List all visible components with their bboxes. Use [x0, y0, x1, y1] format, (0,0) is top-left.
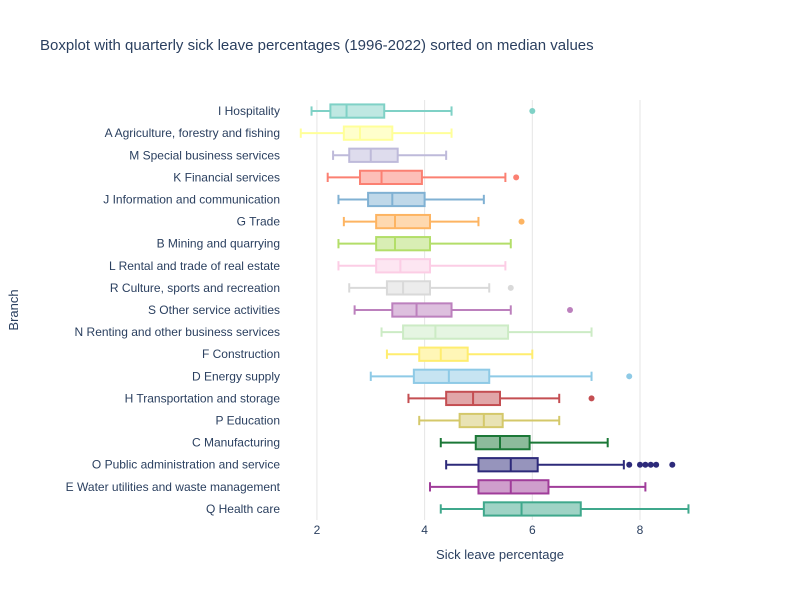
box-iqr — [477, 479, 550, 495]
box-group — [337, 258, 507, 274]
outlier-point — [588, 395, 595, 402]
box-group — [348, 280, 514, 296]
outlier-point — [507, 284, 514, 291]
y-tick-label: Q Health care — [206, 502, 280, 516]
outlier-point — [518, 218, 525, 225]
box-group — [342, 213, 525, 230]
outlier-point — [637, 461, 643, 468]
box-iqr — [375, 258, 431, 274]
box-iqr — [342, 125, 394, 141]
y-tick-label: N Renting and other business services — [75, 325, 280, 339]
y-tick-label: L Rental and trade of real estate — [109, 259, 280, 273]
box-iqr — [348, 147, 399, 163]
y-tick-label: H Transportation and storage — [125, 391, 281, 405]
y-tick-label: E Water utilities and waste management — [66, 480, 281, 494]
x-tick-label: 6 — [529, 523, 536, 537]
box-group — [299, 125, 453, 141]
y-tick-label: A Agriculture, forestry and fishing — [105, 126, 280, 140]
outlier-point — [653, 461, 660, 468]
box-group — [369, 368, 633, 384]
box-iqr — [402, 324, 510, 340]
box-iqr — [375, 236, 431, 252]
outlier-point — [513, 174, 520, 181]
box-group — [385, 346, 534, 362]
outlier-point — [626, 461, 633, 468]
grid-lines — [316, 100, 641, 520]
x-axis-ticks: 2 4 6 8 — [314, 523, 644, 537]
y-axis-title: Branch — [6, 289, 21, 330]
y-tick-label: J Information and communication — [103, 192, 280, 206]
y-tick-label: F Construction — [202, 347, 280, 361]
box-group — [332, 147, 448, 163]
box-group — [337, 236, 512, 252]
box-iqr — [412, 368, 491, 384]
box-group — [353, 302, 573, 318]
outlier-point — [642, 461, 649, 468]
y-axis-labels: I Hospitality A Agriculture, forestry and… — [66, 104, 281, 516]
y-tick-label: B Mining and quarrying — [157, 237, 280, 251]
box-group — [310, 103, 536, 119]
box-group — [429, 479, 647, 495]
x-tick-label: 2 — [314, 523, 321, 537]
box-group — [337, 191, 485, 208]
y-tick-label: M Special business services — [129, 148, 280, 162]
y-tick-label: C Manufacturing — [192, 436, 280, 450]
outlier-point — [669, 461, 676, 468]
box-group — [439, 435, 609, 451]
box-group — [445, 457, 676, 473]
outlier-point — [626, 373, 633, 380]
y-tick-label: G Trade — [237, 215, 281, 229]
box-iqr — [367, 191, 426, 208]
box-group — [439, 501, 690, 517]
y-tick-label: O Public administration and service — [92, 458, 280, 472]
y-tick-label: K Financial services — [173, 170, 280, 184]
chart-title: Boxplot with quarterly sick leave percen… — [40, 37, 594, 54]
box-group — [407, 390, 595, 407]
box-iqr — [482, 501, 582, 517]
box-iqr — [385, 280, 431, 296]
x-tick-label: 8 — [637, 523, 644, 537]
box-iqr — [474, 435, 531, 451]
y-tick-label: S Other service activities — [148, 303, 280, 317]
box-group — [418, 412, 561, 429]
outlier-point — [647, 461, 654, 468]
outlier-point — [567, 307, 573, 313]
box-iqr — [329, 103, 386, 119]
x-tick-label: 4 — [421, 523, 428, 537]
box-group — [326, 169, 520, 186]
y-tick-label: P Education — [216, 414, 281, 428]
y-tick-label: D Energy supply — [192, 369, 280, 383]
box-iqr — [359, 169, 423, 186]
outlier-point — [529, 108, 536, 115]
box-iqr — [391, 302, 453, 318]
y-tick-label: I Hospitality — [218, 104, 280, 118]
x-axis-title: Sick leave percentage — [436, 547, 564, 562]
box-iqr — [477, 457, 539, 473]
box-group — [380, 324, 593, 340]
box-series — [299, 103, 690, 517]
box-iqr — [458, 412, 504, 429]
box-iqr — [375, 213, 431, 230]
y-tick-label: R Culture, sports and recreation — [110, 281, 280, 295]
box-iqr — [418, 346, 469, 362]
